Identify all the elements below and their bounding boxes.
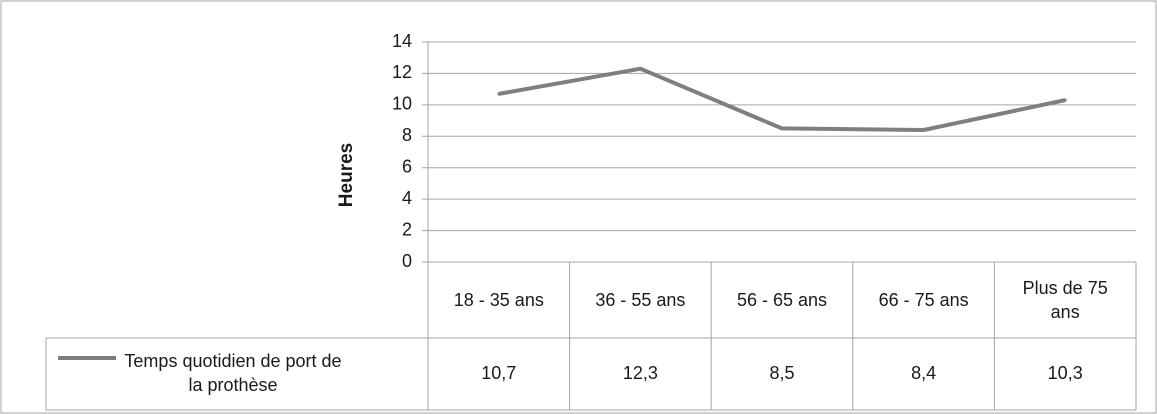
y-axis-title: Heures	[336, 143, 357, 207]
y-tick-label: 8	[402, 125, 412, 145]
data-table-value: 12,3	[623, 363, 658, 383]
y-tick-label: 6	[402, 156, 412, 176]
y-tick-label: 0	[402, 251, 412, 271]
data-table-value: 8,4	[911, 363, 936, 383]
category-label: 36 - 55 ans	[595, 290, 685, 310]
data-point	[922, 128, 926, 132]
legend-series-name-line: la prothèse	[188, 375, 277, 395]
y-tick-label: 4	[402, 188, 412, 208]
legend-series-name-line: Temps quotidien de port de	[124, 351, 341, 371]
y-tick-label: 10	[392, 94, 412, 114]
data-point	[780, 126, 784, 130]
category-label-line: 18 - 35 ans	[454, 290, 544, 310]
category-label-line: ans	[1051, 302, 1080, 322]
data-table-value: 10,3	[1048, 363, 1083, 383]
category-label: 66 - 75 ans	[879, 290, 969, 310]
category-label-line: Plus de 75	[1023, 278, 1108, 298]
category-label: 56 - 65 ans	[737, 290, 827, 310]
legend-series-name: Temps quotidien de port de la prothèse	[124, 351, 341, 395]
category-label: Plus de 75 ans	[1023, 278, 1108, 322]
category-label: 18 - 35 ans	[454, 290, 544, 310]
data-point	[1063, 98, 1067, 102]
data-point	[497, 92, 501, 96]
y-tick-label: 2	[402, 219, 412, 239]
category-label-line: 36 - 55 ans	[595, 290, 685, 310]
data-table-value: 10,7	[481, 363, 516, 383]
data-point	[638, 67, 642, 71]
y-tick-label: 14	[392, 31, 412, 51]
category-label-line: 56 - 65 ans	[737, 290, 827, 310]
data-table-value: 8,5	[769, 363, 794, 383]
y-tick-label: 12	[392, 62, 412, 82]
category-label-line: 66 - 75 ans	[879, 290, 969, 310]
